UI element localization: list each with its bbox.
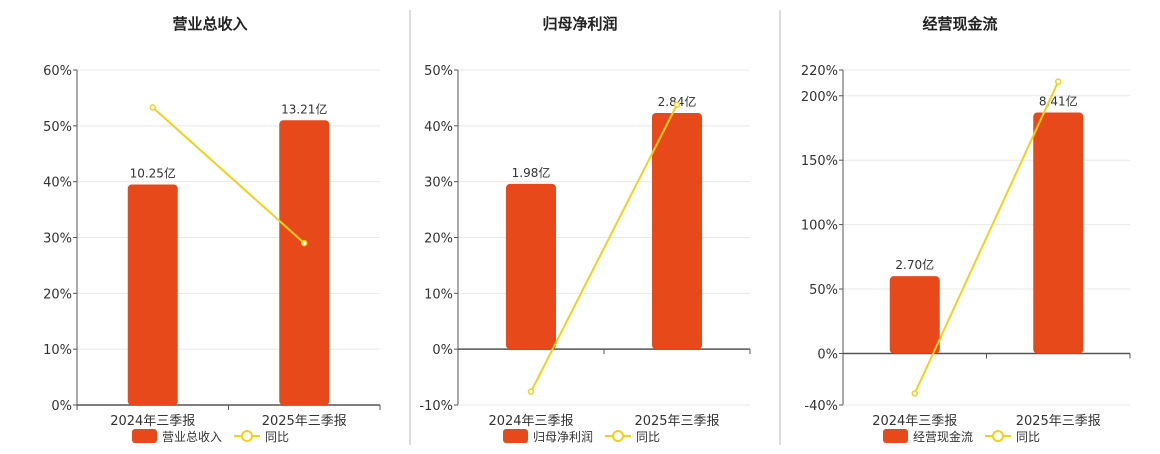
bar-value-label: 2.70亿 [895, 257, 934, 272]
chart-title: 归母净利润 [542, 15, 617, 33]
bar-value-label: 8.41亿 [1039, 94, 1078, 109]
legend-bar-swatch [503, 429, 528, 443]
yoy-point [911, 390, 918, 397]
y-tick-label: -10% [419, 399, 453, 414]
bar-value-label: 10.25亿 [130, 165, 176, 180]
yoy-line [152, 106, 305, 244]
y-tick-label: 200% [801, 90, 838, 105]
legend-bar-label: 归母净利润 [533, 430, 593, 444]
chart-title: 经营现金流 [922, 15, 997, 33]
bar-value-label: 1.98亿 [512, 165, 551, 180]
legend-line-label: 同比 [636, 430, 660, 444]
legend-line-label: 同比 [265, 430, 289, 444]
legend-line-label: 同比 [1016, 430, 1040, 444]
bar [279, 120, 330, 405]
y-tick-label: 0% [817, 347, 838, 362]
yoy-point [1055, 78, 1062, 85]
legend-bar-swatch [132, 429, 157, 443]
y-tick-label: 20% [43, 287, 72, 302]
bar-value-label: 13.21亿 [281, 101, 327, 116]
x-tick-label: 2025年三季报 [262, 414, 347, 429]
legend-line-marker [612, 430, 624, 442]
y-tick-label: 150% [801, 154, 838, 169]
bar [652, 112, 702, 350]
y-tick-label: 30% [424, 176, 453, 191]
legend-line-marker [241, 430, 253, 442]
x-tick-label: 2024年三季报 [872, 414, 957, 429]
y-tick-label: -40% [804, 399, 838, 414]
y-tick-label: 10% [43, 343, 72, 358]
chart-title: 营业总收入 [172, 15, 247, 33]
y-tick-label: 60% [43, 64, 72, 79]
y-tick-label: 30% [43, 232, 72, 247]
x-tick-label: 2025年三季报 [634, 414, 719, 429]
x-tick-label: 2024年三季报 [488, 414, 573, 429]
y-tick-label: 220% [801, 64, 838, 79]
legend-bar-swatch [883, 429, 908, 443]
yoy-point [673, 101, 681, 108]
bar [889, 276, 940, 354]
bar [127, 184, 178, 405]
bar [506, 183, 556, 350]
y-tick-label: 50% [43, 120, 72, 135]
y-tick-label: 100% [801, 219, 838, 234]
yoy-line [913, 81, 1060, 394]
bar [1033, 112, 1084, 354]
y-tick-label: 40% [424, 120, 453, 135]
yoy-point [149, 104, 156, 111]
y-tick-label: 10% [424, 287, 453, 302]
y-tick-label: 0% [51, 399, 72, 414]
yoy-point [301, 239, 308, 247]
legend-line-marker [992, 430, 1004, 442]
x-tick-label: 2025年三季报 [1016, 414, 1101, 429]
y-tick-label: 50% [809, 283, 838, 298]
x-tick-label: 2024年三季报 [110, 414, 195, 429]
yoy-point [527, 388, 535, 395]
y-tick-label: 40% [43, 176, 72, 191]
legend-bar-label: 经营现金流 [913, 429, 973, 444]
yoy-line [530, 104, 678, 393]
legend-bar-label: 营业总收入 [162, 430, 222, 444]
y-tick-label: 20% [424, 232, 453, 247]
y-tick-label: 0% [432, 343, 453, 358]
y-tick-label: 50% [424, 64, 453, 79]
